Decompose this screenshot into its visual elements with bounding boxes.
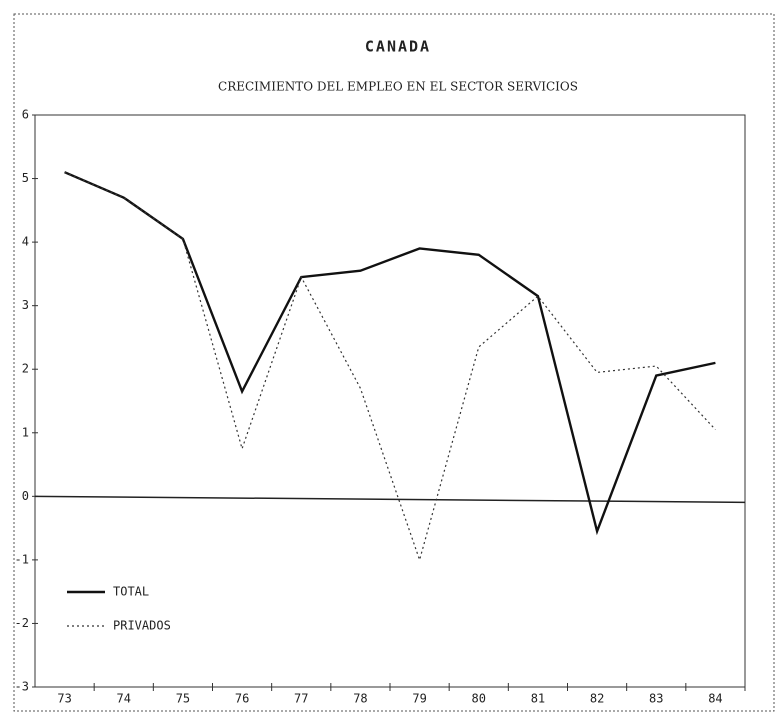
- y-tick-label: 5: [22, 171, 29, 185]
- line-series: [64, 171, 716, 536]
- x-tick-label: 74: [117, 692, 131, 706]
- y-tick-label: -2: [15, 616, 29, 630]
- legend-label: TOTAL: [113, 585, 149, 599]
- y-tick-label: -1: [15, 552, 29, 566]
- x-tick-label: 79: [412, 692, 426, 706]
- chart-title: CANADA: [365, 38, 431, 56]
- y-tick-label: 6: [22, 108, 29, 122]
- x-tick-label: 80: [472, 692, 486, 706]
- x-tick-label: 82: [590, 692, 604, 706]
- legend-label: PRIVADOS: [113, 619, 171, 633]
- x-tick-label: 76: [235, 692, 249, 706]
- y-tick-label: -3: [15, 680, 29, 694]
- x-tick-label: 75: [176, 692, 190, 706]
- frame: [13, 13, 775, 712]
- y-tick-label: 1: [22, 425, 29, 439]
- x-tick-label: 77: [294, 692, 308, 706]
- y-tick-label: 4: [22, 235, 29, 249]
- y-tick-label: 2: [22, 362, 29, 376]
- x-tick-label: 83: [649, 692, 663, 706]
- y-tick-label: 0: [22, 489, 29, 503]
- zero-line: [34, 495, 746, 504]
- chart-subtitle: CRECIMIENTO DEL EMPLEO EN EL SECTOR SERV…: [218, 80, 578, 94]
- x-tick-label: 84: [708, 692, 722, 706]
- x-tick-label: 73: [57, 692, 71, 706]
- y-tick-label: 3: [22, 298, 29, 312]
- x-tick-label: 81: [531, 692, 545, 706]
- plot-area: [34, 114, 746, 688]
- x-tick-label: 78: [353, 692, 367, 706]
